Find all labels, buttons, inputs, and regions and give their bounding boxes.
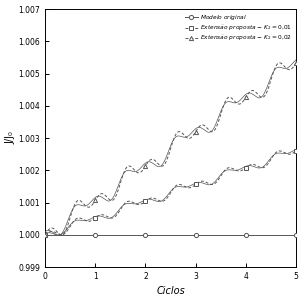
X-axis label: Ciclos: Ciclos (156, 286, 185, 297)
Legend: $\mathit{Modelo\ original}$, $\mathit{Extens\tilde{a}o\ proposta}$$\ \mathit{-}\: $\mathit{Modelo\ original}$, $\mathit{Ex… (184, 12, 293, 44)
Y-axis label: J/J₀: J/J₀ (5, 132, 16, 144)
